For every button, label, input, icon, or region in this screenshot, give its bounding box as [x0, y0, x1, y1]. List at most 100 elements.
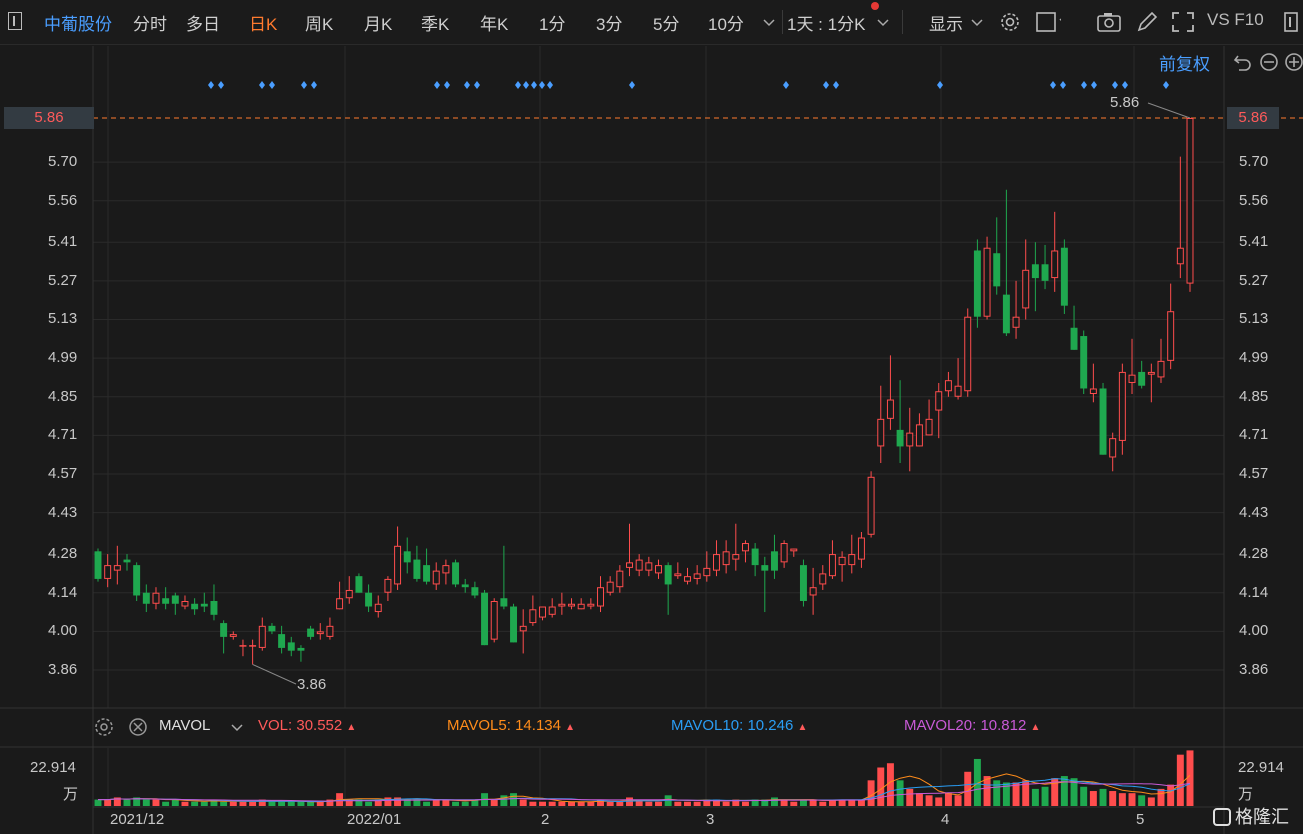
candle-body [799, 565, 807, 601]
date-label-apr: 4 [941, 811, 950, 828]
indicator-gear-icon[interactable] [93, 716, 115, 738]
volume-bar [577, 801, 585, 806]
candle [597, 576, 604, 613]
candle-body [1080, 336, 1088, 389]
mavol20-label: MAVOL20: 10.812 ▲ [904, 717, 1040, 734]
price-tick-r: 4.57 [1239, 465, 1269, 483]
candle [770, 534, 778, 579]
display-menu[interactable]: 显示 [929, 15, 963, 34]
fullscreen-icon[interactable] [1170, 10, 1196, 34]
tab-1min[interactable]: 1分 [539, 15, 566, 34]
adjust-mode[interactable]: 前复权 [1159, 55, 1210, 74]
volume-bar [964, 771, 972, 806]
price-tick-l: 3.86 [48, 661, 78, 678]
pen-icon[interactable] [1134, 10, 1160, 34]
tab-fenshi[interactable]: 分时 [133, 15, 167, 34]
date-label-2022-01: 2022/01 [347, 811, 402, 828]
tab-quarterly-k[interactable]: 季K [421, 15, 450, 34]
indicator-close-icon[interactable] [127, 716, 149, 738]
candle-body [915, 424, 923, 447]
candle [915, 413, 923, 447]
candle-body [1099, 388, 1107, 455]
mavol-line-mavol20 [98, 781, 1191, 802]
candle-body [674, 573, 682, 577]
high-label: 5.86 [1110, 94, 1140, 111]
candle [162, 587, 170, 610]
candle-body [616, 570, 624, 588]
event-marker-icon [833, 81, 839, 89]
volume-bar [674, 801, 682, 806]
undo-icon[interactable] [1233, 55, 1251, 71]
price-tick-l: 4.43 [48, 503, 78, 521]
volume-bar [229, 801, 237, 806]
candle [529, 595, 537, 626]
display-chevron-icon[interactable] [968, 12, 994, 36]
volume-bar [297, 801, 305, 806]
candle [490, 598, 498, 643]
volume-bar [703, 799, 711, 806]
candle-body [1128, 374, 1136, 383]
event-marker-icon [531, 81, 537, 89]
period-select[interactable]: 1天 : 1分K [787, 15, 866, 34]
price-tick-r: 3.86 [1239, 661, 1269, 678]
tab-10min[interactable]: 10分 [708, 15, 744, 34]
tab-duori[interactable]: 多日 [186, 15, 220, 34]
event-marker-icon [1081, 81, 1087, 89]
high-leader-line [1147, 102, 1191, 119]
mavol5-up-arrow-icon: ▲ [565, 722, 576, 733]
volume-bar [1128, 793, 1136, 806]
candle [799, 559, 807, 607]
candle-body [964, 316, 972, 392]
zoom-out-icon[interactable] [1260, 53, 1278, 71]
vs-f10-button[interactable]: VS F10 [1207, 10, 1264, 29]
price-tick-r: 4.43 [1239, 503, 1269, 521]
candle-body [452, 562, 460, 585]
candle-body [761, 565, 769, 571]
volume-bar [210, 799, 218, 806]
panel-toggle-icon[interactable] [8, 12, 22, 30]
gear-icon[interactable] [997, 10, 1023, 34]
tab-yearly-k[interactable]: 年K [480, 15, 509, 34]
price-tick-r: 5.27 [1239, 271, 1269, 289]
volume-top-right: 22.914 [1238, 759, 1284, 776]
date-label-may: 5 [1136, 811, 1145, 828]
tab-3min[interactable]: 3分 [596, 15, 623, 34]
stock-name[interactable]: 中葡股份 [44, 15, 112, 34]
candle [558, 592, 566, 615]
volume-bar [326, 799, 334, 806]
candle-body [113, 565, 121, 571]
date-label-feb: 2 [541, 811, 550, 828]
candle-body [316, 631, 324, 635]
volume-bar [857, 799, 865, 806]
tab-5min[interactable]: 5分 [653, 15, 680, 34]
price-tick-l: 4.85 [48, 387, 78, 405]
volume-bar [510, 793, 518, 806]
volume-bar [606, 801, 614, 806]
layout-square-icon[interactable] [1035, 10, 1061, 34]
volume-bar [113, 797, 121, 806]
candle [471, 581, 479, 599]
indicator-name[interactable]: MAVOL [159, 717, 211, 734]
zoom-in-icon[interactable] [1285, 53, 1303, 71]
side-panel-icon[interactable] [1282, 10, 1303, 34]
candle-body [181, 601, 189, 607]
candle-body [780, 543, 788, 563]
candle [104, 554, 112, 588]
volume-bar [741, 801, 749, 806]
candle-body [423, 565, 431, 582]
period-chevron-icon[interactable] [874, 12, 900, 36]
tab-monthly-k[interactable]: 月K [364, 15, 393, 34]
camera-icon[interactable] [1095, 10, 1121, 34]
price-tick-l: 4.71 [48, 426, 78, 444]
volume-bar [1157, 788, 1165, 806]
volume-bar [635, 799, 643, 806]
candle-body [857, 537, 865, 560]
tab-daily-k[interactable]: 日K [249, 15, 278, 34]
mavol5-label-text: MAVOL5: [447, 717, 511, 734]
indicator-chevron-icon[interactable] [228, 718, 246, 736]
chevron-down-icon[interactable] [760, 12, 786, 36]
tab-weekly-k[interactable]: 周K [305, 15, 334, 34]
event-marker-icon [1091, 81, 1097, 89]
price-tick-r: 4.71 [1239, 426, 1269, 444]
volume-bar [751, 799, 759, 806]
